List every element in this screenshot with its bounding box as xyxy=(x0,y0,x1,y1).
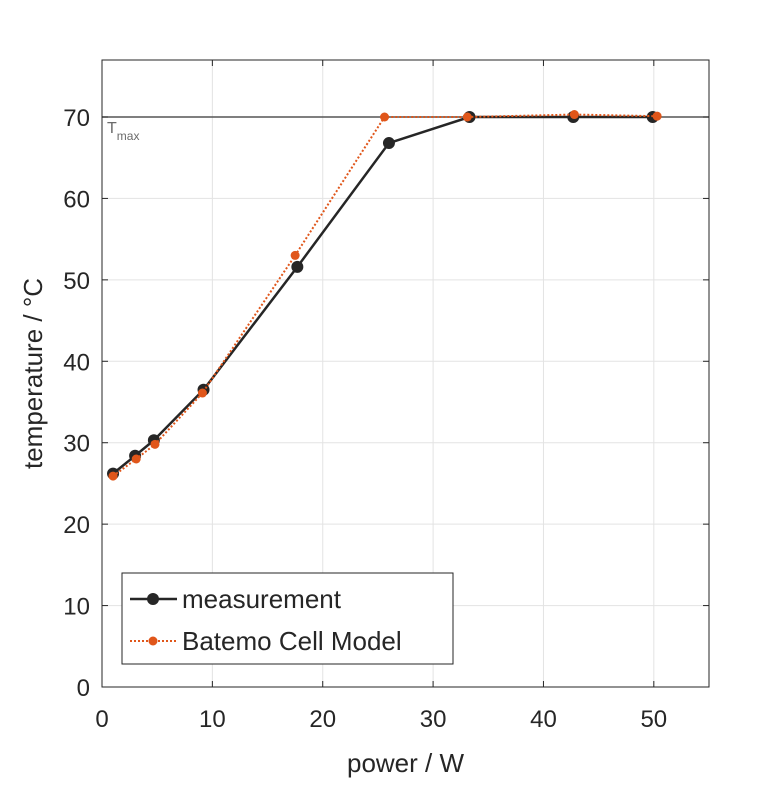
legend: measurement Batemo Cell Model xyxy=(121,572,454,665)
x-tick-label: 10 xyxy=(199,706,226,733)
series-point-1 xyxy=(197,388,207,398)
tick-labels: 0 10 20 30 40 50 0 10 20 30 40 50 60 70 xyxy=(63,60,709,733)
plot-frame xyxy=(101,59,710,688)
x-tick-label: 20 xyxy=(309,706,336,733)
legend-swatch-marker-1 xyxy=(148,636,158,646)
tmax-label-main: T xyxy=(107,120,117,137)
y-axis-label: temperature / °C xyxy=(18,278,48,469)
series-point-1 xyxy=(652,111,662,121)
x-tick-label: 40 xyxy=(530,706,557,733)
series-line-1 xyxy=(112,113,658,477)
y-tick-label: 60 xyxy=(63,186,90,213)
y-tick-label: 40 xyxy=(63,349,90,376)
legend-swatch-marker-0 xyxy=(147,593,159,605)
series-point-1 xyxy=(462,112,472,122)
y-tick-label: 10 xyxy=(63,594,90,621)
tmax-label: Tmax xyxy=(107,120,139,143)
legend-label-0: measurement xyxy=(182,584,342,614)
tmax-label-sub: max xyxy=(117,129,140,143)
legend-label-1: Batemo Cell Model xyxy=(182,626,402,656)
series-point-1 xyxy=(150,439,160,449)
series-point-1 xyxy=(131,454,141,464)
series-point-0 xyxy=(291,260,304,273)
series-group xyxy=(107,110,662,481)
legend-box xyxy=(121,572,454,665)
y-tick-label: 0 xyxy=(77,675,90,702)
x-tick-label: 50 xyxy=(640,706,667,733)
x-tick-label: 0 xyxy=(95,706,108,733)
y-tick-label: 70 xyxy=(63,105,90,132)
x-tick-label: 30 xyxy=(420,706,447,733)
x-axis-label: power / W xyxy=(347,748,464,778)
series-point-1 xyxy=(290,250,300,260)
series-point-1 xyxy=(569,110,579,120)
series-line-0 xyxy=(112,115,653,475)
series-point-1 xyxy=(108,471,118,481)
y-tick-label: 50 xyxy=(63,268,90,295)
series-point-0 xyxy=(382,137,395,150)
y-tick-label: 20 xyxy=(63,512,90,539)
y-tick-label: 30 xyxy=(63,431,90,458)
reference-line-group: Tmax xyxy=(102,116,709,143)
series-point-1 xyxy=(380,112,390,122)
